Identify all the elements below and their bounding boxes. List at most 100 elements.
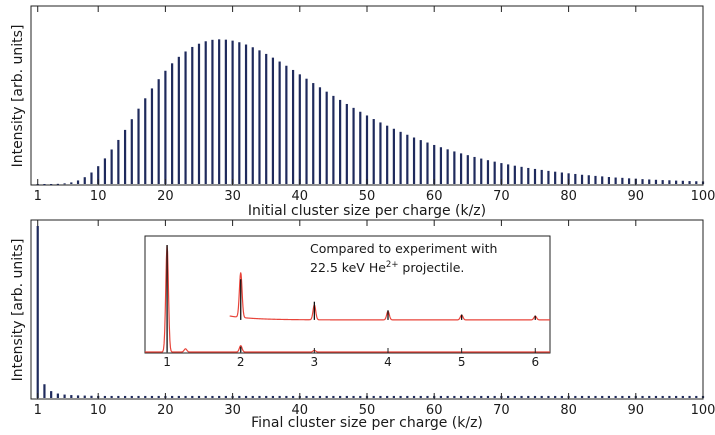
bar-k85 — [601, 176, 604, 184]
bar-k44 — [325, 91, 328, 184]
bar-k83 — [587, 395, 590, 398]
x-tick-label: 80 — [560, 189, 577, 204]
bar-k64 — [459, 153, 463, 184]
bar-k24 — [191, 46, 194, 185]
bar-k42 — [312, 395, 315, 398]
bar-k13 — [117, 139, 120, 184]
bar-k60 — [433, 144, 436, 184]
inset-tick-label: 3 — [311, 355, 319, 369]
bar-k64 — [459, 395, 463, 398]
bar-k91 — [641, 179, 644, 184]
inset-series — [145, 245, 550, 353]
x-tick-label: 90 — [628, 403, 645, 418]
bar-k55 — [399, 395, 402, 398]
bar-k84 — [594, 395, 597, 398]
bar-k89 — [627, 395, 631, 398]
bar-k88 — [621, 177, 624, 184]
bar-k59 — [426, 395, 429, 398]
bar-k23 — [184, 395, 187, 398]
bar-k75 — [533, 168, 537, 184]
bar-k53 — [386, 125, 389, 184]
top-panel: 1 10 20 30 40 50 60 70 80 90 100 Initial cluster s… — [10, 5, 715, 219]
bar-k11 — [103, 395, 107, 398]
bar-k28 — [218, 395, 221, 398]
bar-k56 — [406, 395, 409, 398]
bar-k95 — [668, 395, 671, 398]
x-tick-label: 100 — [691, 189, 715, 204]
bar-k56 — [406, 134, 409, 184]
x-tick-label: 80 — [560, 403, 577, 418]
bar-k69 — [493, 395, 496, 398]
bar-k25 — [197, 395, 201, 398]
bar-k16 — [137, 108, 140, 184]
bar-k16 — [137, 395, 140, 398]
bar-k32 — [244, 395, 248, 398]
bar-k79 — [560, 172, 563, 184]
bar-k99 — [695, 395, 698, 398]
bar-k3 — [50, 184, 53, 185]
x-tick-label: 30 — [224, 403, 241, 418]
bar-k15 — [130, 119, 133, 184]
bar-k38 — [285, 65, 288, 184]
bar-k99 — [695, 181, 698, 184]
bar-k62 — [446, 395, 449, 398]
bar-k48 — [352, 395, 355, 398]
x-tick-label: 40 — [292, 403, 309, 418]
bar-k98 — [688, 395, 691, 398]
bar-k69 — [493, 161, 496, 184]
bar-k31 — [238, 42, 241, 184]
bar-k37 — [278, 61, 281, 184]
bar-k81 — [574, 395, 577, 398]
bar-k12 — [110, 149, 113, 184]
bar-k26 — [204, 395, 207, 398]
bar-k27 — [211, 395, 214, 398]
bar-k96 — [675, 395, 678, 398]
bar-k54 — [392, 395, 395, 398]
x-tick-label: 40 — [292, 189, 309, 204]
bar-k19 — [157, 395, 160, 398]
bar-k6 — [70, 182, 73, 184]
bar-k35 — [265, 395, 268, 398]
x-tick-label: 30 — [224, 189, 241, 204]
x-tick-label: 90 — [628, 189, 645, 204]
bar-k21 — [171, 63, 174, 185]
bar-k4 — [56, 393, 59, 398]
bottom-x-ticks: 1 10 20 30 40 50 60 70 80 90 100 — [34, 220, 715, 418]
bar-k15 — [130, 395, 133, 398]
bar-k94 — [661, 395, 664, 398]
bar-k28 — [218, 39, 221, 184]
bar-k98 — [688, 181, 691, 184]
bar-k47 — [345, 103, 348, 184]
bar-k87 — [614, 395, 617, 398]
bar-k43 — [318, 87, 322, 184]
bar-k97 — [681, 180, 684, 184]
bar-k58 — [419, 395, 422, 398]
inset-tick-label: 1 — [163, 355, 171, 369]
bar-k25 — [197, 43, 201, 185]
top-x-ticks: 1 10 20 30 40 50 60 70 80 90 100 — [34, 6, 715, 204]
bar-k84 — [594, 175, 597, 184]
x-tick-label: 1 — [34, 189, 42, 204]
x-tick-label: 10 — [90, 189, 107, 204]
bar-k22 — [177, 395, 180, 398]
top-bars — [36, 39, 705, 185]
bar-k82 — [580, 174, 584, 184]
bar-k93 — [654, 179, 658, 184]
x-tick-label: 20 — [157, 403, 174, 418]
bar-k54 — [392, 128, 395, 184]
bar-k23 — [184, 51, 187, 185]
bar-k5 — [63, 183, 66, 185]
bar-k67 — [480, 158, 483, 184]
bar-k36 — [271, 57, 275, 184]
bar-k12 — [110, 395, 113, 398]
bar-k50 — [365, 115, 369, 184]
bar-k30 — [231, 40, 234, 184]
bar-k13 — [117, 395, 120, 398]
bar-k27 — [211, 39, 214, 184]
bar-k20 — [164, 70, 167, 184]
x-tick-label: 10 — [90, 403, 107, 418]
bar-k65 — [466, 155, 469, 184]
bottom-x-axis-label: Final cluster size per charge (k/z) — [251, 415, 483, 431]
bar-k35 — [265, 53, 268, 184]
